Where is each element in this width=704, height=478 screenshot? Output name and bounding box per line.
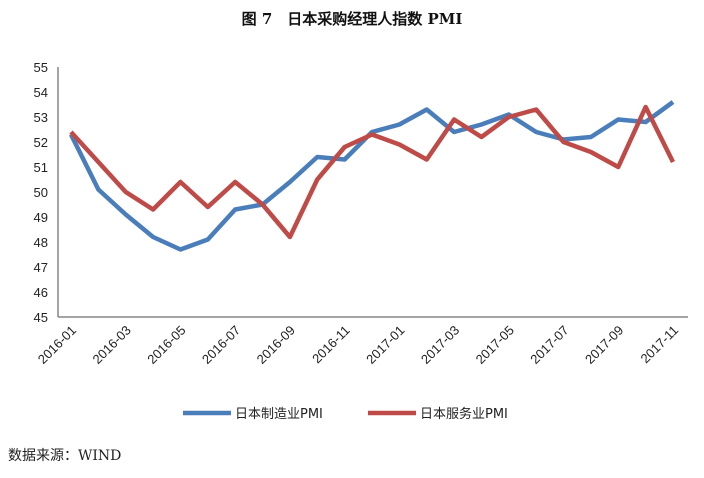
- x-tick-label: 2016-09: [254, 323, 298, 367]
- x-tick-label: 2017-09: [582, 323, 626, 367]
- y-tick-label: 53: [34, 110, 48, 125]
- series-line-2: [69, 104, 676, 240]
- y-tick-label: 50: [34, 185, 48, 200]
- source-note: 数据来源：WIND: [8, 448, 122, 464]
- legend-label: 日本制造业PMI: [235, 407, 323, 422]
- y-tick-label: 48: [34, 235, 48, 250]
- y-tick-label: 54: [34, 85, 48, 100]
- x-tick-label: 2016-11: [309, 323, 353, 367]
- y-tick-label: 51: [34, 160, 48, 175]
- x-tick-label: 2016-07: [199, 323, 243, 367]
- series-line-1: [68, 100, 675, 252]
- x-tick-label: 2017-07: [527, 323, 571, 367]
- x-tick-label: 2017-05: [473, 323, 517, 367]
- y-tick-label: 55: [34, 60, 48, 75]
- x-tick-label: 2016-03: [89, 323, 133, 367]
- y-tick-label: 47: [34, 260, 48, 275]
- x-tick-label: 2017-11: [637, 323, 681, 367]
- y-tick-label: 52: [34, 135, 48, 150]
- y-tick-label: 46: [34, 285, 48, 300]
- y-tick-label: 49: [34, 210, 48, 225]
- x-tick-label: 2016-01: [35, 323, 79, 367]
- x-tick-label: 2016-05: [144, 323, 188, 367]
- legend-label: 日本服务业PMI: [420, 406, 508, 422]
- x-tick-label: 2017-03: [418, 323, 462, 367]
- y-tick-label: 45: [34, 310, 48, 325]
- chart-title: 图 7 日本采购经理人指数 PMI: [241, 10, 463, 28]
- x-tick-label: 2017-01: [363, 323, 407, 367]
